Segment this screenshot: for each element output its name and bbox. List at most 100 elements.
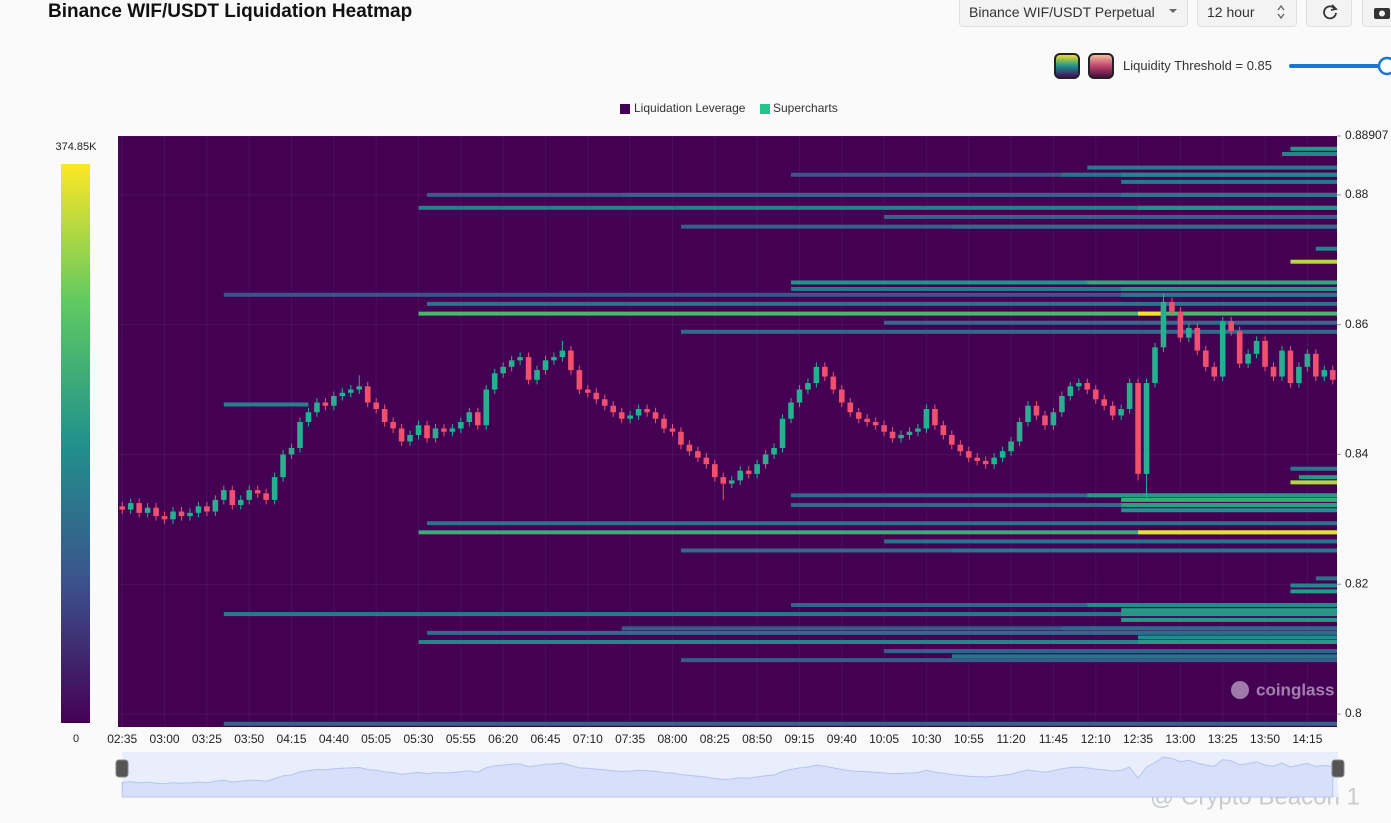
threshold-label: Liquidity Threshold = 0.85 (1123, 58, 1272, 73)
candle-body (1219, 321, 1226, 377)
candle-body (254, 490, 261, 494)
heat-band (1087, 493, 1337, 498)
heat-band (1138, 205, 1337, 210)
candle-body (940, 425, 947, 435)
candle-body (813, 366, 820, 384)
heat-band (418, 205, 1337, 210)
legend-label[interactable]: Supercharts (773, 101, 838, 115)
watermark-icon (1231, 681, 1249, 699)
candle-body (669, 428, 676, 432)
heat-band (621, 192, 1337, 197)
candle-body (356, 386, 363, 390)
candle-body (576, 370, 583, 390)
y-tick-label: 0.8 (1345, 706, 1362, 720)
heat-band (1121, 192, 1337, 197)
legend-label[interactable]: Liquidation Leverage (634, 101, 746, 115)
candle-body (1287, 350, 1294, 384)
slider-knob[interactable] (1377, 56, 1391, 76)
candle-body (161, 516, 168, 520)
candle-body (618, 412, 625, 419)
candle-body (1042, 415, 1048, 426)
legend-swatch[interactable] (620, 104, 630, 114)
heat-band (1121, 508, 1337, 513)
candle-body (1253, 340, 1260, 354)
x-tick-label: 14:15 (1292, 732, 1322, 746)
candle-body (136, 503, 142, 513)
candle-body (923, 409, 930, 429)
candle-body (1329, 370, 1336, 380)
heat-band (884, 320, 1337, 325)
heat-band (1290, 146, 1337, 151)
heat-band (1138, 530, 1337, 535)
heat-band (1315, 246, 1337, 251)
candle-body (170, 511, 176, 520)
candle-body (221, 490, 227, 500)
candle-body (1092, 389, 1099, 400)
candle-body (144, 507, 151, 513)
candle-body (441, 428, 447, 432)
candle-body (864, 418, 870, 422)
candle-body (1118, 409, 1124, 416)
candle-body (1321, 370, 1328, 377)
candle-body (466, 412, 473, 422)
candle-body (610, 405, 617, 413)
navigator-handle[interactable] (1331, 759, 1345, 778)
candle-body (932, 409, 938, 426)
candle-body (898, 434, 904, 439)
scheme-swatch[interactable] (1088, 53, 1114, 79)
exchange-select[interactable]: Binance WIF/USDT Perpetual (959, 0, 1188, 27)
candle-body (847, 402, 854, 413)
x-tick-label: 04:15 (277, 732, 307, 746)
refresh-button[interactable] (1306, 0, 1352, 27)
heat-band (223, 292, 1337, 297)
candle-body (1270, 366, 1277, 377)
heat-band (1138, 639, 1337, 644)
candle-body (982, 460, 989, 465)
candle-body (949, 434, 955, 445)
candle-body (229, 490, 236, 506)
heat-band (1121, 286, 1337, 291)
candle-body (246, 490, 253, 500)
candle-body (127, 503, 134, 510)
candle-body (1194, 327, 1201, 351)
candle-body (855, 412, 862, 419)
heat-band (790, 493, 1337, 498)
x-tick-label: 10:30 (911, 732, 941, 746)
candle-body (805, 383, 811, 390)
heat-band (1061, 626, 1337, 631)
chart: coinglass @ Crypto Beacon 1 0.80.820.840… (56, 101, 1389, 810)
candle-body (1296, 366, 1302, 384)
x-tick-label: 10:05 (869, 732, 899, 746)
candle-body (449, 428, 456, 432)
candle-body (745, 470, 752, 474)
candle-body (432, 428, 439, 439)
threshold-controls (1054, 53, 1391, 79)
candle-body (601, 399, 608, 406)
candle-body (534, 370, 540, 380)
candle-body (204, 506, 210, 512)
candle-body (1126, 383, 1133, 410)
candle-body (348, 389, 354, 393)
heat-band (951, 654, 1337, 659)
heat-band (790, 286, 1337, 291)
heat-band (223, 402, 309, 407)
heat-band (1121, 292, 1337, 297)
candle-body (322, 402, 329, 406)
navigator-area (121, 756, 1334, 798)
legend-swatch[interactable] (760, 104, 770, 114)
interval-select[interactable]: 12 hour (1197, 0, 1297, 27)
screenshot-button[interactable] (1362, 0, 1391, 27)
heat-band (790, 280, 1337, 285)
candle-body (652, 412, 659, 419)
candle-body (872, 421, 879, 426)
colorbar-label: 0 (73, 733, 79, 745)
candle-body (559, 350, 566, 358)
heat-band (426, 301, 1337, 306)
colorbar (61, 164, 90, 723)
heat-band (1290, 583, 1337, 588)
candle-body (339, 392, 346, 397)
scheme-swatch[interactable] (1054, 53, 1080, 79)
candle-body (1177, 311, 1184, 338)
navigator-handle[interactable] (115, 759, 129, 778)
candle-body (407, 434, 413, 442)
